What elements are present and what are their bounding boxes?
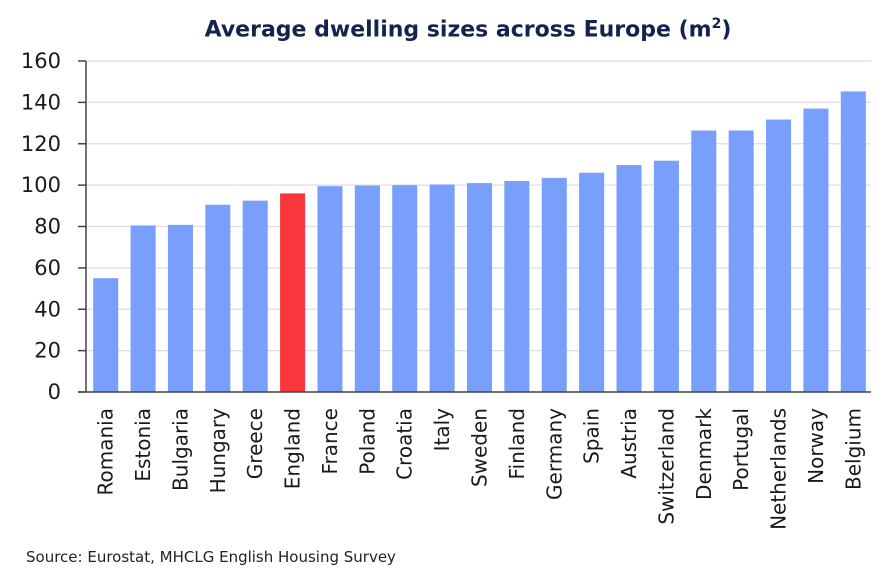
y-tick-label: 20: [34, 339, 61, 363]
x-tick-label: Italy: [430, 408, 454, 452]
x-tick-label: Sweden: [468, 408, 492, 487]
x-tick-label: Norway: [804, 408, 828, 484]
x-tick-label: Croatia: [393, 408, 417, 480]
bar-sweden: [466, 183, 493, 392]
bar-austria: [616, 165, 642, 392]
y-tick-labels: 0 20 40 60 80 100 120 140 160: [21, 49, 61, 404]
x-tick-label: Netherlands: [767, 408, 791, 530]
chart-title-superscript: 2: [711, 16, 722, 32]
bar-portugal: [728, 130, 754, 392]
x-tick-label: England: [281, 408, 305, 489]
bar-romania: [93, 278, 119, 392]
bar-france: [317, 186, 343, 392]
x-tick-label: Estonia: [131, 408, 155, 482]
x-tick-label: Denmark: [692, 408, 716, 500]
chart-title-text: Average dwelling sizes across Europe (m: [204, 17, 712, 43]
x-tick-label: Switzerland: [654, 408, 678, 525]
bar-netherlands: [766, 119, 792, 392]
x-tick-label: Greece: [243, 408, 267, 479]
x-tick-label: Bulgaria: [168, 408, 192, 491]
x-tick-label: Hungary: [206, 408, 230, 494]
source-note: Source: Eurostat, MHCLG English Housing …: [26, 548, 396, 566]
bar-hungary: [205, 204, 231, 392]
bar-switzerland: [653, 160, 679, 392]
bar-greece: [242, 200, 268, 392]
y-tick-label: 0: [48, 380, 61, 404]
bar-norway: [803, 108, 829, 393]
chart-title: Average dwelling sizes across Europe (m2…: [0, 16, 890, 42]
x-tick-label: France: [318, 408, 342, 475]
bar-england: [280, 193, 306, 392]
x-tick-label: Belgium: [841, 408, 865, 490]
bar-denmark: [691, 130, 717, 392]
y-tick-label: 80: [34, 215, 61, 239]
y-tick-label: 100: [21, 173, 61, 197]
y-tick-label: 120: [21, 132, 61, 156]
x-tick-labels: Romania Estonia Bulgaria Hungary Greece Engla…: [94, 408, 866, 530]
x-tick-label: Germany: [542, 408, 566, 500]
chart-title-suffix: ): [721, 17, 732, 43]
bar-bulgaria: [167, 224, 193, 392]
bar-poland: [354, 185, 380, 392]
y-tick-label: 140: [21, 90, 61, 114]
bar-estonia: [130, 225, 156, 392]
bar-finland: [504, 180, 530, 392]
x-tick-label: Finland: [505, 408, 529, 479]
x-tick-label: Spain: [580, 408, 604, 464]
x-tick-label: Austria: [617, 408, 641, 479]
bar-belgium: [840, 91, 866, 393]
axes: [78, 60, 871, 393]
x-tick-label: Romania: [94, 408, 118, 495]
y-tick-label: 40: [34, 297, 61, 321]
x-tick-label: Poland: [355, 408, 379, 475]
bar-germany: [541, 177, 567, 392]
bar-spain: [579, 172, 605, 392]
x-tick-label: Portugal: [729, 408, 753, 491]
bar-croatia: [392, 185, 418, 392]
y-tick-label: 160: [21, 49, 61, 73]
y-tick-label: 60: [34, 256, 61, 280]
bar-italy: [429, 184, 455, 392]
bars: [93, 91, 866, 393]
